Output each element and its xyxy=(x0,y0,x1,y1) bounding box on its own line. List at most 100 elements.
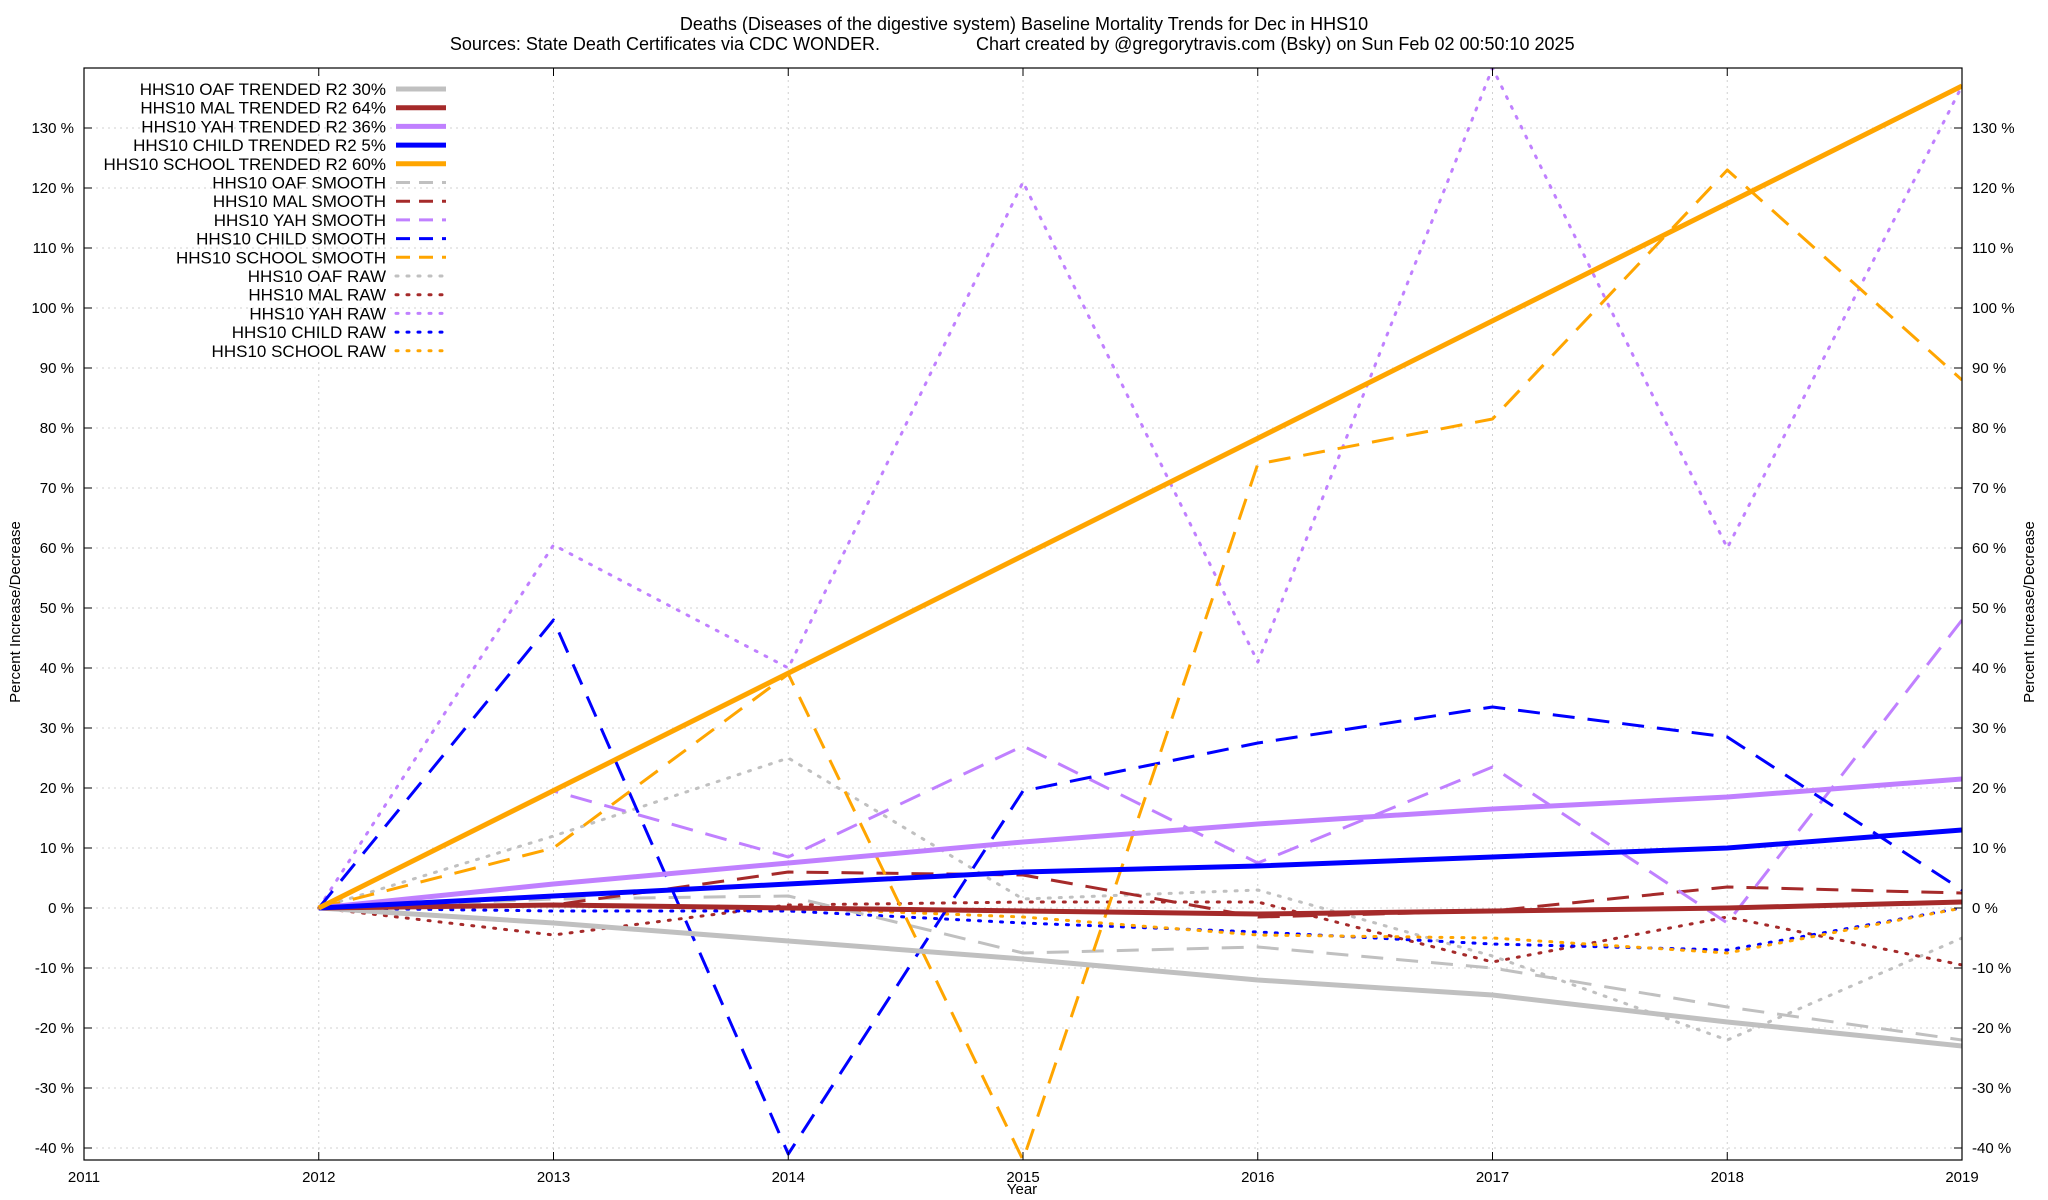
y-tick-label-right: 120 % xyxy=(1972,180,2015,197)
legend-entry: HHS10 YAH RAW xyxy=(249,304,448,323)
series-line-hhs10-mal-smooth xyxy=(318,870,1962,919)
legend-label: HHS10 YAH SMOOTH xyxy=(214,211,386,230)
y-tick-label-left: -30 % xyxy=(35,1080,74,1097)
series-line-hhs10-school-trended-r2-60 xyxy=(317,83,1962,911)
series-line-hhs10-child-raw xyxy=(317,906,1962,952)
legend-entry: HHS10 SCHOOL SMOOTH xyxy=(176,248,446,267)
x-axis-title: Year xyxy=(1007,1181,1037,1198)
legend-entry: HHS10 CHILD SMOOTH xyxy=(196,230,446,249)
y-tick-label-right: 20 % xyxy=(1972,780,2006,797)
chart-title: Deaths (Diseases of the digestive system… xyxy=(680,14,1368,34)
x-tick-label: 2013 xyxy=(537,1169,570,1186)
y-tick-label-right: 50 % xyxy=(1972,600,2006,617)
y-tick-label-right: 80 % xyxy=(1972,420,2006,437)
x-tick-label: 2018 xyxy=(1711,1169,1744,1186)
y-axis-title-right: Percent Increase/Decrease xyxy=(2021,521,2038,703)
y-tick-label-right: -30 % xyxy=(1972,1080,2011,1097)
legend-label: HHS10 MAL SMOOTH xyxy=(213,192,386,211)
x-tick-label: 2014 xyxy=(772,1169,805,1186)
legend-entry: HHS10 YAH TRENDED R2 36% xyxy=(141,117,446,136)
chart-subtitle-left: Sources: State Death Certificates via CD… xyxy=(450,34,880,54)
y-tick-label-right: 90 % xyxy=(1972,360,2006,377)
legend-label: HHS10 CHILD TRENDED R2 5% xyxy=(133,136,386,155)
x-tick-label: 2019 xyxy=(1945,1169,1978,1186)
legend-label: HHS10 YAH RAW xyxy=(249,304,386,323)
ticks-layer: 2011 2012 2013 2014 2015 2016 2017 2018 2019 -40 … xyxy=(31,68,2015,1186)
series-line-hhs10-yah-raw xyxy=(317,68,1962,910)
y-tick-label-right: 70 % xyxy=(1972,480,2006,497)
y-tick-label-right: -40 % xyxy=(1972,1140,2011,1157)
x-tick-label: 2011 xyxy=(68,1169,100,1186)
x-tick-label: 2012 xyxy=(302,1169,335,1186)
series-line-hhs10-yah-smooth xyxy=(318,619,1962,925)
legend-label: HHS10 CHILD SMOOTH xyxy=(196,230,386,249)
series-line-hhs10-mal-raw xyxy=(317,900,1962,967)
series-line-hhs10-child-smooth xyxy=(317,618,1962,1156)
legend-entry: HHS10 YAH SMOOTH xyxy=(214,211,446,230)
y-tick-label-right: 40 % xyxy=(1972,660,2006,677)
legend-entry: HHS10 SCHOOL TRENDED R2 60% xyxy=(104,155,446,174)
y-tick-label-right: 10 % xyxy=(1972,840,2006,857)
legend-entry: HHS10 CHILD RAW xyxy=(232,323,448,342)
y-tick-label-left: 20 % xyxy=(40,780,74,797)
series-line-hhs10-child-trended-r2-5 xyxy=(318,827,1962,911)
y-tick-label-left: 100 % xyxy=(31,300,74,317)
legend-label: HHS10 YAH TRENDED R2 36% xyxy=(141,117,386,136)
y-tick-label-left: 70 % xyxy=(40,480,74,497)
legend: HHS10 OAF TRENDED R2 30%HHS10 MAL TRENDE… xyxy=(104,80,448,361)
x-tick-label: 2016 xyxy=(1241,1169,1274,1186)
legend-label: HHS10 SCHOOL RAW xyxy=(212,342,386,361)
y-tick-label-left: 40 % xyxy=(40,660,74,677)
y-tick-label-left: 50 % xyxy=(40,600,74,617)
y-tick-label-right: 130 % xyxy=(1972,120,2015,137)
legend-label: HHS10 MAL RAW xyxy=(248,286,386,305)
legend-entry: HHS10 CHILD TRENDED R2 5% xyxy=(133,136,446,155)
y-tick-label-left: 30 % xyxy=(40,720,74,737)
y-tick-label-right: -20 % xyxy=(1972,1020,2011,1037)
y-tick-label-left: 120 % xyxy=(31,180,74,197)
legend-entry: HHS10 SCHOOL RAW xyxy=(212,342,448,361)
y-tick-label-left: -40 % xyxy=(35,1140,74,1157)
series-line-hhs10-yah-trended-r2-36 xyxy=(318,776,1962,911)
legend-entry: HHS10 MAL TRENDED R2 64% xyxy=(140,99,446,118)
y-tick-label-right: 0 % xyxy=(1972,900,1998,917)
y-tick-label-right: -10 % xyxy=(1972,960,2011,977)
y-axis-title-left: Percent Increase/Decrease xyxy=(7,521,24,703)
legend-entry: HHS10 OAF SMOOTH xyxy=(212,174,446,193)
x-tick-label: 2017 xyxy=(1476,1169,1509,1186)
legend-label: HHS10 OAF SMOOTH xyxy=(212,174,386,193)
y-tick-label-right: 60 % xyxy=(1972,540,2006,557)
y-tick-label-right: 110 % xyxy=(1972,240,2013,257)
y-tick-label-left: -10 % xyxy=(35,960,74,977)
y-tick-label-right: 30 % xyxy=(1972,720,2006,737)
legend-label: HHS10 SCHOOL TRENDED R2 60% xyxy=(104,155,386,174)
legend-label: HHS10 OAF RAW xyxy=(248,267,386,286)
legend-label: HHS10 OAF TRENDED R2 30% xyxy=(140,80,386,99)
chart-subtitle-right: Chart created by @gregorytravis.com (Bsk… xyxy=(976,34,1575,54)
legend-entry: HHS10 MAL SMOOTH xyxy=(213,192,446,211)
y-tick-label-left: 110 % xyxy=(33,240,74,257)
y-tick-label-left: 0 % xyxy=(48,900,74,917)
legend-label: HHS10 CHILD RAW xyxy=(232,323,386,342)
legend-label: HHS10 MAL TRENDED R2 64% xyxy=(140,99,386,118)
y-tick-label-left: 90 % xyxy=(40,360,74,377)
series-line-hhs10-oaf-smooth xyxy=(318,894,1962,1042)
legend-label: HHS10 SCHOOL SMOOTH xyxy=(176,248,386,267)
y-tick-label-left: 80 % xyxy=(40,420,74,437)
series-line-hhs10-oaf-raw xyxy=(317,756,1962,1042)
x-tick-label: 2015 xyxy=(1006,1169,1039,1186)
y-tick-label-left: 130 % xyxy=(31,120,74,137)
series-line-hhs10-oaf-trended-r2-30 xyxy=(318,905,1962,1049)
legend-entry: HHS10 MAL RAW xyxy=(248,286,448,305)
legend-entry: HHS10 OAF RAW xyxy=(248,267,448,286)
y-tick-label-left: 60 % xyxy=(40,540,74,557)
y-tick-label-left: 10 % xyxy=(40,840,74,857)
y-tick-label-right: 100 % xyxy=(1972,300,2015,317)
series-line-hhs10-mal-trended-r2-64 xyxy=(318,899,1962,917)
series-line-hhs10-school-smooth xyxy=(318,168,1962,1160)
series-layer xyxy=(317,68,1962,1160)
y-tick-label-left: -20 % xyxy=(35,1020,74,1037)
legend-entry: HHS10 OAF TRENDED R2 30% xyxy=(140,80,446,99)
